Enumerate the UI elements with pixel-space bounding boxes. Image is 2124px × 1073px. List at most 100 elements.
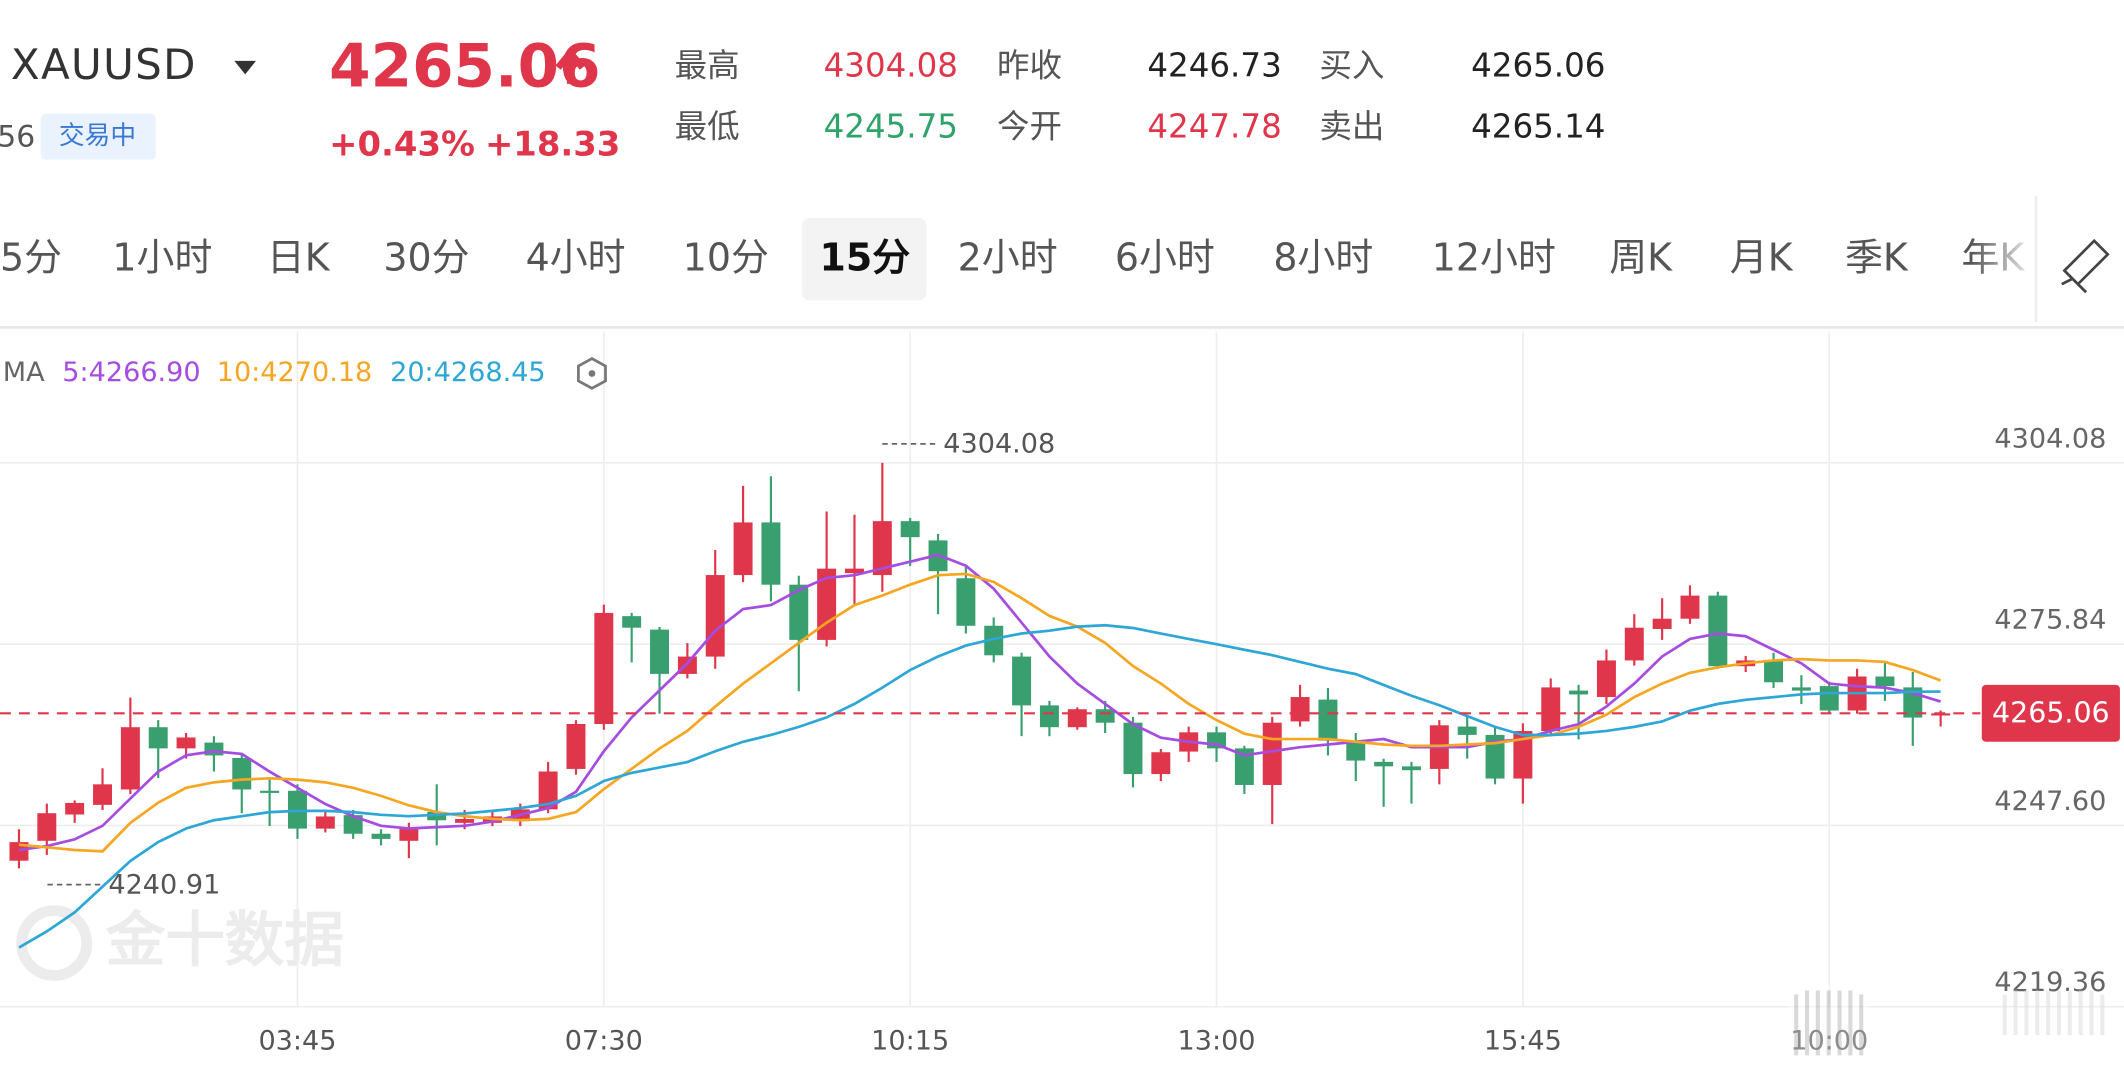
candle-body	[1513, 731, 1533, 779]
x-tick-label: 03:45	[258, 1025, 336, 1056]
candle-body	[538, 771, 558, 810]
ma-settings-dot[interactable]	[588, 370, 596, 377]
stat-value: 4304.08	[824, 47, 958, 85]
stat-label: 最高	[675, 47, 740, 85]
candle-body	[399, 828, 419, 841]
candle-body	[1262, 722, 1282, 785]
candle-body	[566, 723, 586, 769]
ma-settings-hex[interactable]	[577, 357, 607, 390]
stat-label: 最低	[675, 108, 740, 146]
candle-body	[1402, 766, 1421, 771]
candle-body	[761, 522, 781, 585]
candle-body	[315, 816, 335, 829]
candle-body	[1596, 660, 1616, 698]
symbol-dropdown-icon[interactable]	[234, 60, 257, 75]
x-tick-label: 07:30	[565, 1025, 643, 1056]
tab[interactable]: 5分	[0, 235, 62, 279]
candle-body	[650, 629, 670, 674]
ma-legend: MA 5:4266.90 10:4270.18 20:4268.45	[3, 357, 546, 388]
candle-body	[1791, 687, 1811, 691]
change: +18.33	[485, 125, 620, 164]
zoom-handle-bars[interactable]	[2002, 990, 2105, 1036]
candle-body	[1012, 656, 1032, 706]
y-tick-label: 4275.84	[1994, 605, 2106, 636]
candle-body	[1123, 722, 1143, 775]
stat-value: 4265.06	[1471, 47, 1605, 85]
candle-body	[733, 522, 753, 576]
current-price-label: 4265.06	[1992, 697, 2110, 730]
candle-body	[1764, 660, 1784, 683]
candle-body	[1095, 709, 1115, 723]
candle-body	[1485, 734, 1505, 779]
candle-body	[1875, 676, 1895, 687]
candle-body	[789, 584, 809, 640]
candle-body	[1708, 595, 1728, 667]
ma-legend-item: 10:4270.18	[217, 357, 373, 388]
draw-tool-icon[interactable]	[2061, 238, 2110, 294]
candle-body	[956, 578, 976, 626]
tab-fade	[1970, 202, 2039, 312]
active-tab[interactable]: 15分	[820, 235, 911, 279]
tab[interactable]: 30分	[383, 235, 469, 279]
status-badge	[40, 113, 156, 160]
ma-legend-item: 5:4266.90	[62, 357, 200, 388]
tab[interactable]: 4小时	[526, 235, 626, 279]
symbol[interactable]: XAUUSD	[11, 40, 197, 89]
candle-body	[1457, 726, 1477, 735]
candle-body	[9, 842, 29, 861]
ma-legend-item: 20:4268.45	[390, 357, 546, 388]
tab[interactable]: 8小时	[1273, 235, 1373, 279]
y-tick-label: 4247.60	[1994, 786, 2106, 817]
stat-value: 4265.14	[1471, 108, 1605, 146]
y-tick-label: 4219.36	[1994, 967, 2106, 998]
tab[interactable]: 日K	[267, 235, 331, 279]
active-tab-bg[interactable]	[801, 217, 927, 301]
candle-body	[984, 625, 1004, 656]
stats: 最高 4304.08 最低 4245.75 昨收 4246.73 今开 4247.78 买入 42…	[675, 47, 1606, 146]
stat-value: 4245.75	[824, 108, 958, 146]
candle-body	[1624, 627, 1644, 661]
time-fragment: 56	[0, 120, 35, 155]
tab[interactable]: 2小时	[958, 235, 1058, 279]
ma-label: MA	[3, 357, 45, 388]
stat-value: 4247.78	[1147, 108, 1281, 146]
tab[interactable]: 6小时	[1115, 235, 1215, 279]
current-price-box	[1981, 684, 2120, 742]
tab[interactable]: 季K	[1845, 235, 1909, 279]
candle-body	[120, 727, 140, 790]
stat-label: 买入	[1319, 47, 1384, 85]
x-tick-label: 10:15	[871, 1025, 949, 1056]
tab[interactable]: 12小时	[1432, 235, 1556, 279]
candle-body	[705, 575, 725, 657]
candle-body	[1346, 740, 1366, 761]
candle-body	[622, 616, 642, 628]
status-text: 交易中	[59, 121, 136, 151]
candle-body	[900, 521, 920, 538]
candle-body	[1374, 761, 1394, 767]
stat-label: 今开	[997, 108, 1062, 146]
price: 4265.06	[329, 32, 600, 101]
ma-line	[18, 572, 1942, 853]
candle-body	[260, 790, 280, 793]
tab[interactable]: 月K	[1730, 235, 1794, 279]
tab[interactable]: 周K	[1609, 235, 1673, 279]
candle-body	[1652, 618, 1672, 629]
ma-settings-icon[interactable]	[577, 357, 607, 390]
candle-body	[371, 833, 391, 839]
candle-body	[844, 568, 864, 574]
candle-body	[455, 818, 475, 823]
scroll-handle-bars[interactable]	[1794, 990, 1864, 1056]
candle-body	[343, 815, 363, 834]
scroll-handle[interactable]	[1788, 985, 2105, 1060]
candle-body	[1039, 705, 1059, 728]
candle-body	[1067, 709, 1087, 728]
candle-body	[37, 813, 57, 841]
tab[interactable]: 10分	[683, 235, 769, 279]
x-tick-label: 15:45	[1484, 1025, 1562, 1056]
candle-body	[65, 802, 85, 815]
tab[interactable]: 1小时	[112, 235, 212, 279]
ma-line	[18, 623, 1941, 949]
